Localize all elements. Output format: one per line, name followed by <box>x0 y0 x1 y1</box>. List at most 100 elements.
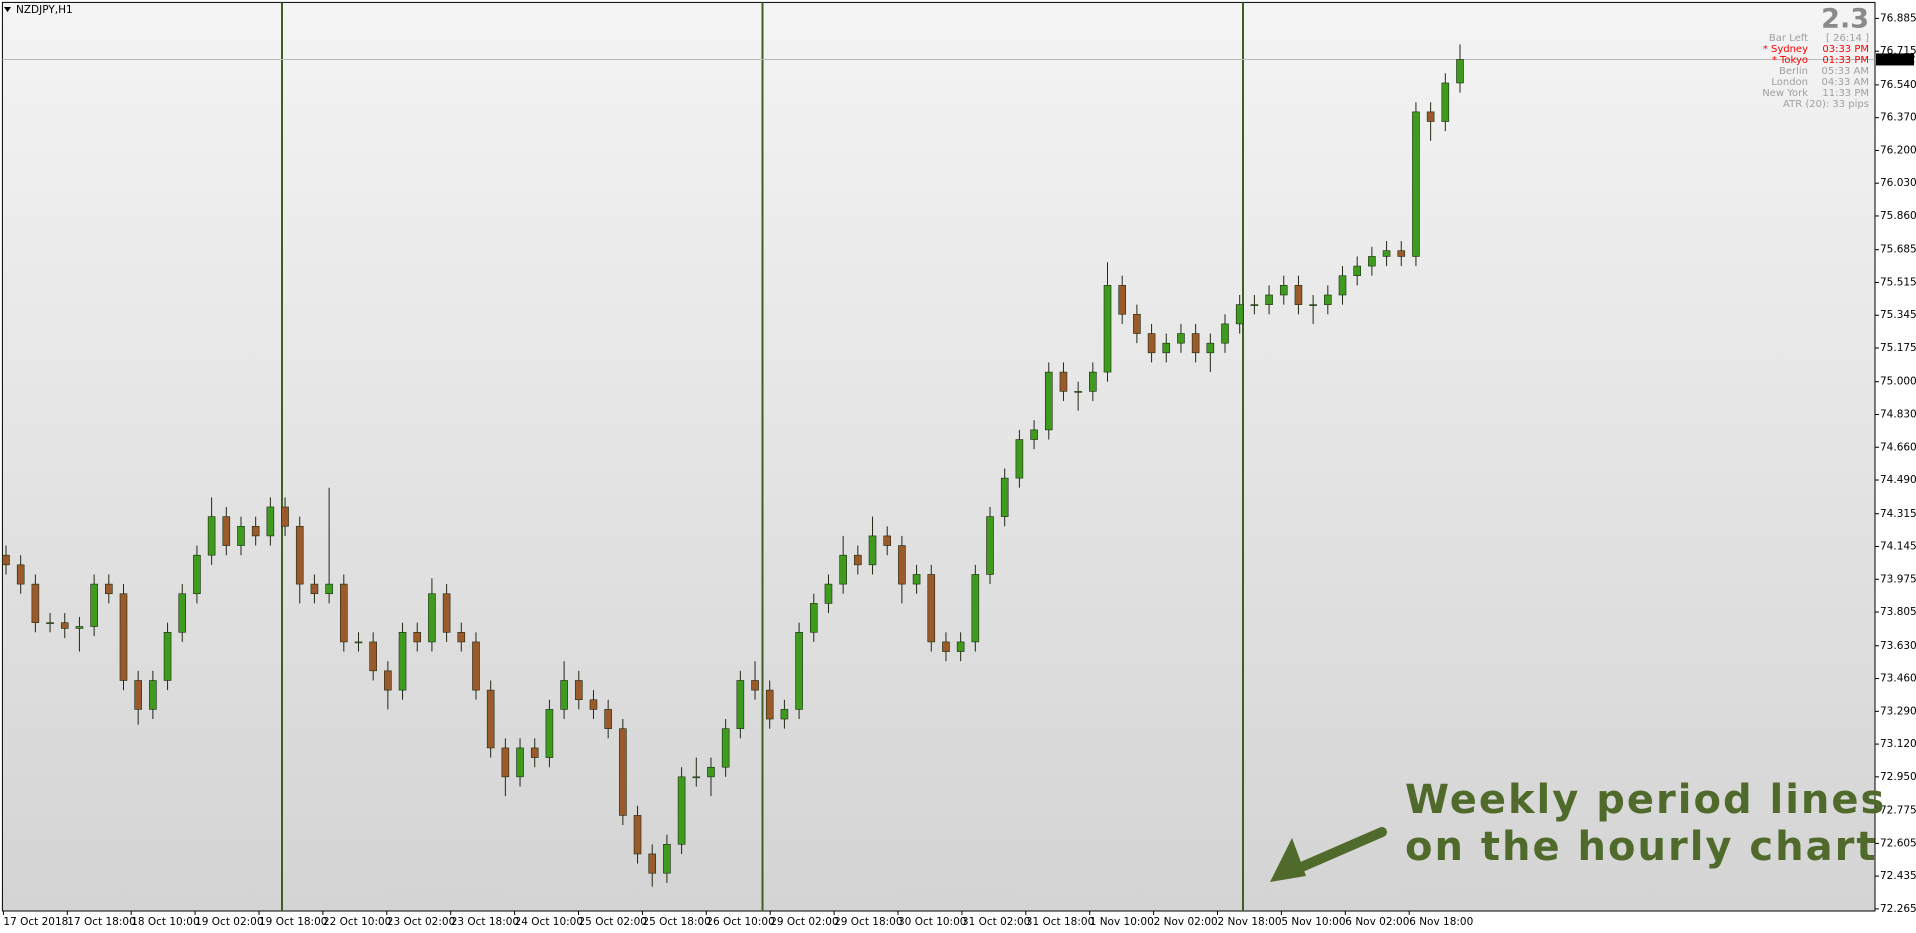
candle-body <box>207 516 216 556</box>
info-value: 05:33 AM <box>1822 66 1869 77</box>
candle-body <box>1221 323 1229 344</box>
candle-body <box>1353 265 1361 277</box>
x-tick-label: 17 Oct 18:00 <box>67 916 135 928</box>
info-label: London <box>1771 77 1808 88</box>
y-tick-label: 73.975 <box>1880 573 1916 585</box>
x-tick-label: 24 Oct 10:00 <box>515 916 583 928</box>
x-tick-label: 31 Oct 02:00 <box>962 916 1030 928</box>
axes: 76.88576.71576.54076.37076.20076.03075.8… <box>2 12 1916 928</box>
candle-body <box>1089 371 1097 392</box>
annotation-text: Weekly period lines <box>1405 777 1886 823</box>
candle-body <box>2 554 10 566</box>
candle-body <box>824 583 833 604</box>
candle-body <box>560 680 568 710</box>
candle-body <box>1235 304 1244 325</box>
candle-body <box>442 593 451 633</box>
atr-readout: ATR (20): 33 pips <box>1783 99 1869 110</box>
y-tick-label: 72.265 <box>1880 903 1916 915</box>
symbol-menu-icon[interactable] <box>4 7 11 12</box>
candle-body <box>1000 477 1009 517</box>
candle-body <box>266 506 275 537</box>
candle-body <box>16 564 25 585</box>
candle-body <box>1103 285 1112 373</box>
candle-body <box>237 525 245 546</box>
x-tick-label: 31 Oct 18:00 <box>1026 916 1094 928</box>
candle-body <box>1015 439 1024 479</box>
x-tick-label: 6 Nov 02:00 <box>1345 916 1409 928</box>
info-value: 01:33 PM <box>1822 55 1869 66</box>
candle-body <box>1206 342 1215 354</box>
candle-body <box>912 574 921 585</box>
y-tick-label: 76.200 <box>1880 144 1916 156</box>
candle-body <box>75 626 84 629</box>
y-tick-label: 74.660 <box>1880 441 1916 453</box>
current-price-box <box>1876 53 1914 66</box>
y-tick-label: 76.030 <box>1880 177 1916 189</box>
overlay: NZDJPY,H1 2.3 Bar Left [ 26:14 ] * Sydney 0… <box>4 4 1886 882</box>
candle-body <box>898 545 906 585</box>
candle-body <box>90 583 98 627</box>
spread-value: 2.3 <box>1821 4 1869 35</box>
x-tick-label: 18 Oct 10:00 <box>131 916 199 928</box>
candle-body <box>339 583 348 643</box>
candle-body <box>295 525 304 585</box>
x-tick-label: 1 Nov 10:00 <box>1090 916 1154 928</box>
x-tick-label: 6 Nov 18:00 <box>1409 916 1473 928</box>
x-tick-label: 29 Oct 02:00 <box>770 916 838 928</box>
symbol-title: NZDJPY,H1 <box>16 4 73 16</box>
candle-body <box>369 641 377 672</box>
info-value: [ 26:14 ] <box>1826 33 1869 44</box>
candle-body <box>1456 59 1464 84</box>
candle-body <box>325 583 333 595</box>
candle-body <box>31 583 40 623</box>
candle-body <box>1426 111 1435 122</box>
x-tick-label: 25 Oct 02:00 <box>579 916 647 928</box>
y-tick-label: 75.175 <box>1880 342 1916 354</box>
candle-body <box>942 641 950 652</box>
candle-body <box>105 583 113 595</box>
y-tick-label: 73.630 <box>1880 640 1916 652</box>
candle-body <box>839 554 847 585</box>
candle-body <box>384 670 392 691</box>
candle-body <box>1162 342 1171 354</box>
candle-body <box>736 680 745 729</box>
candle-body <box>956 641 965 652</box>
y-tick-label: 73.460 <box>1880 673 1916 685</box>
y-tick-label: 72.950 <box>1880 771 1916 783</box>
info-value: 04:33 AM <box>1822 77 1869 88</box>
candle-body <box>633 815 642 855</box>
x-tick-label: 25 Oct 18:00 <box>642 916 710 928</box>
candle-body <box>1074 391 1082 393</box>
y-tick-label: 72.605 <box>1880 837 1916 849</box>
current-price-label: 76.672 <box>1879 53 1916 65</box>
period-lines <box>281 2 1244 911</box>
y-tick-label: 73.805 <box>1880 606 1916 618</box>
candle-body <box>354 641 363 644</box>
candle-body <box>1294 285 1303 305</box>
y-tick-label: 75.685 <box>1880 244 1916 256</box>
info-value: 03:33 PM <box>1822 44 1869 55</box>
candle-body <box>193 554 201 595</box>
candles <box>2 44 1464 887</box>
x-tick-label: 23 Oct 18:00 <box>451 916 519 928</box>
candle-body <box>619 728 627 816</box>
candle-body <box>398 631 407 691</box>
y-tick-label: 76.540 <box>1880 79 1916 91</box>
candle-body <box>1133 313 1141 334</box>
candle-body <box>1324 294 1332 305</box>
candle-body <box>721 728 730 768</box>
candle-body <box>589 699 598 710</box>
y-tick-label: 72.435 <box>1880 870 1916 882</box>
y-tick-label: 73.120 <box>1880 738 1916 750</box>
candle-body <box>883 535 892 546</box>
annotation-arrow-head <box>1270 838 1306 882</box>
candle-body <box>707 766 715 778</box>
candle-body <box>1147 333 1156 354</box>
candle-body <box>1191 333 1200 354</box>
y-tick-label: 73.290 <box>1880 705 1916 717</box>
info-label: New York <box>1762 88 1808 99</box>
x-tick-label: 19 Oct 02:00 <box>195 916 263 928</box>
x-tick-label: 22 Oct 10:00 <box>323 916 391 928</box>
info-label: * Sydney <box>1763 44 1808 55</box>
